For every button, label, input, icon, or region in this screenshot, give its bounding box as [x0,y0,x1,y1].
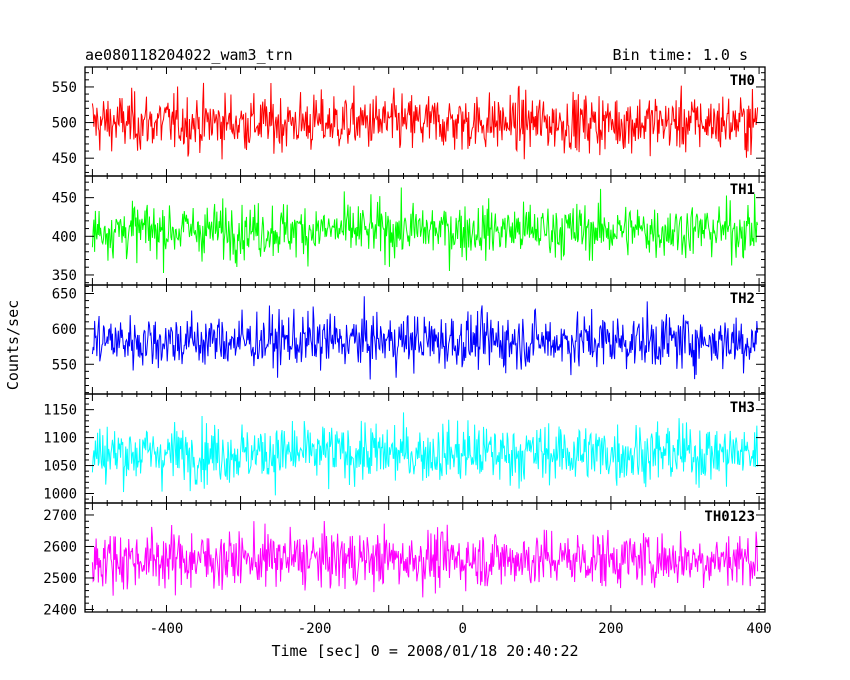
panel-label-th2: TH2 [730,291,755,307]
y-tick-label: 2400 [43,602,77,618]
y-tick-label: 650 [52,286,77,302]
y-tick-label: 1000 [43,486,77,502]
panels: 450 500 550 TH0 350 400 450 TH1 550 600 650 TH2 1000… [43,66,772,637]
panel-label-th0: TH0 [730,73,755,89]
y-tick-label: 600 [52,322,77,338]
y-tick-label: 1100 [43,431,77,447]
x-tick-label: -400 [150,621,184,637]
series-line-th0 [91,82,759,160]
y-tick-label: 400 [52,229,77,245]
panel-frame-th0123 [84,502,766,613]
y-axis-label: Counts/sec [4,300,22,390]
x-tick-label: 200 [598,621,623,637]
y-tick-label: 2500 [43,571,77,587]
series-line-th2 [91,296,759,380]
panel-label-th0123: TH0123 [704,509,755,525]
y-tick-label: 350 [52,268,77,284]
bin-time-label: Bin time: 1.0 s [613,46,748,64]
panel-label-th3: TH3 [730,400,755,416]
panel-label-th1: TH1 [730,182,755,198]
y-tick-label: 1150 [43,403,77,419]
y-tick-label: 1050 [43,459,77,475]
y-tick-label: 450 [52,191,77,207]
series-line-th0123 [91,520,759,598]
series-line-th1 [91,187,759,273]
y-tick-label: 450 [52,151,77,167]
y-tick-label: 550 [52,357,77,373]
y-tick-label: 500 [52,116,77,132]
series-line-th3 [91,412,759,496]
y-tick-label: 2700 [43,508,77,524]
x-tick-label: -200 [298,621,332,637]
y-tick-label: 2600 [43,539,77,555]
x-tick-label: 0 [459,621,467,637]
y-tick-label: 550 [52,80,77,96]
x-tick-label: 400 [746,621,771,637]
chart-title: ae080118204022_wam3_trn [85,46,293,64]
x-axis-label: Time [sec] 0 = 2008/01/18 20:40:22 [271,642,578,660]
